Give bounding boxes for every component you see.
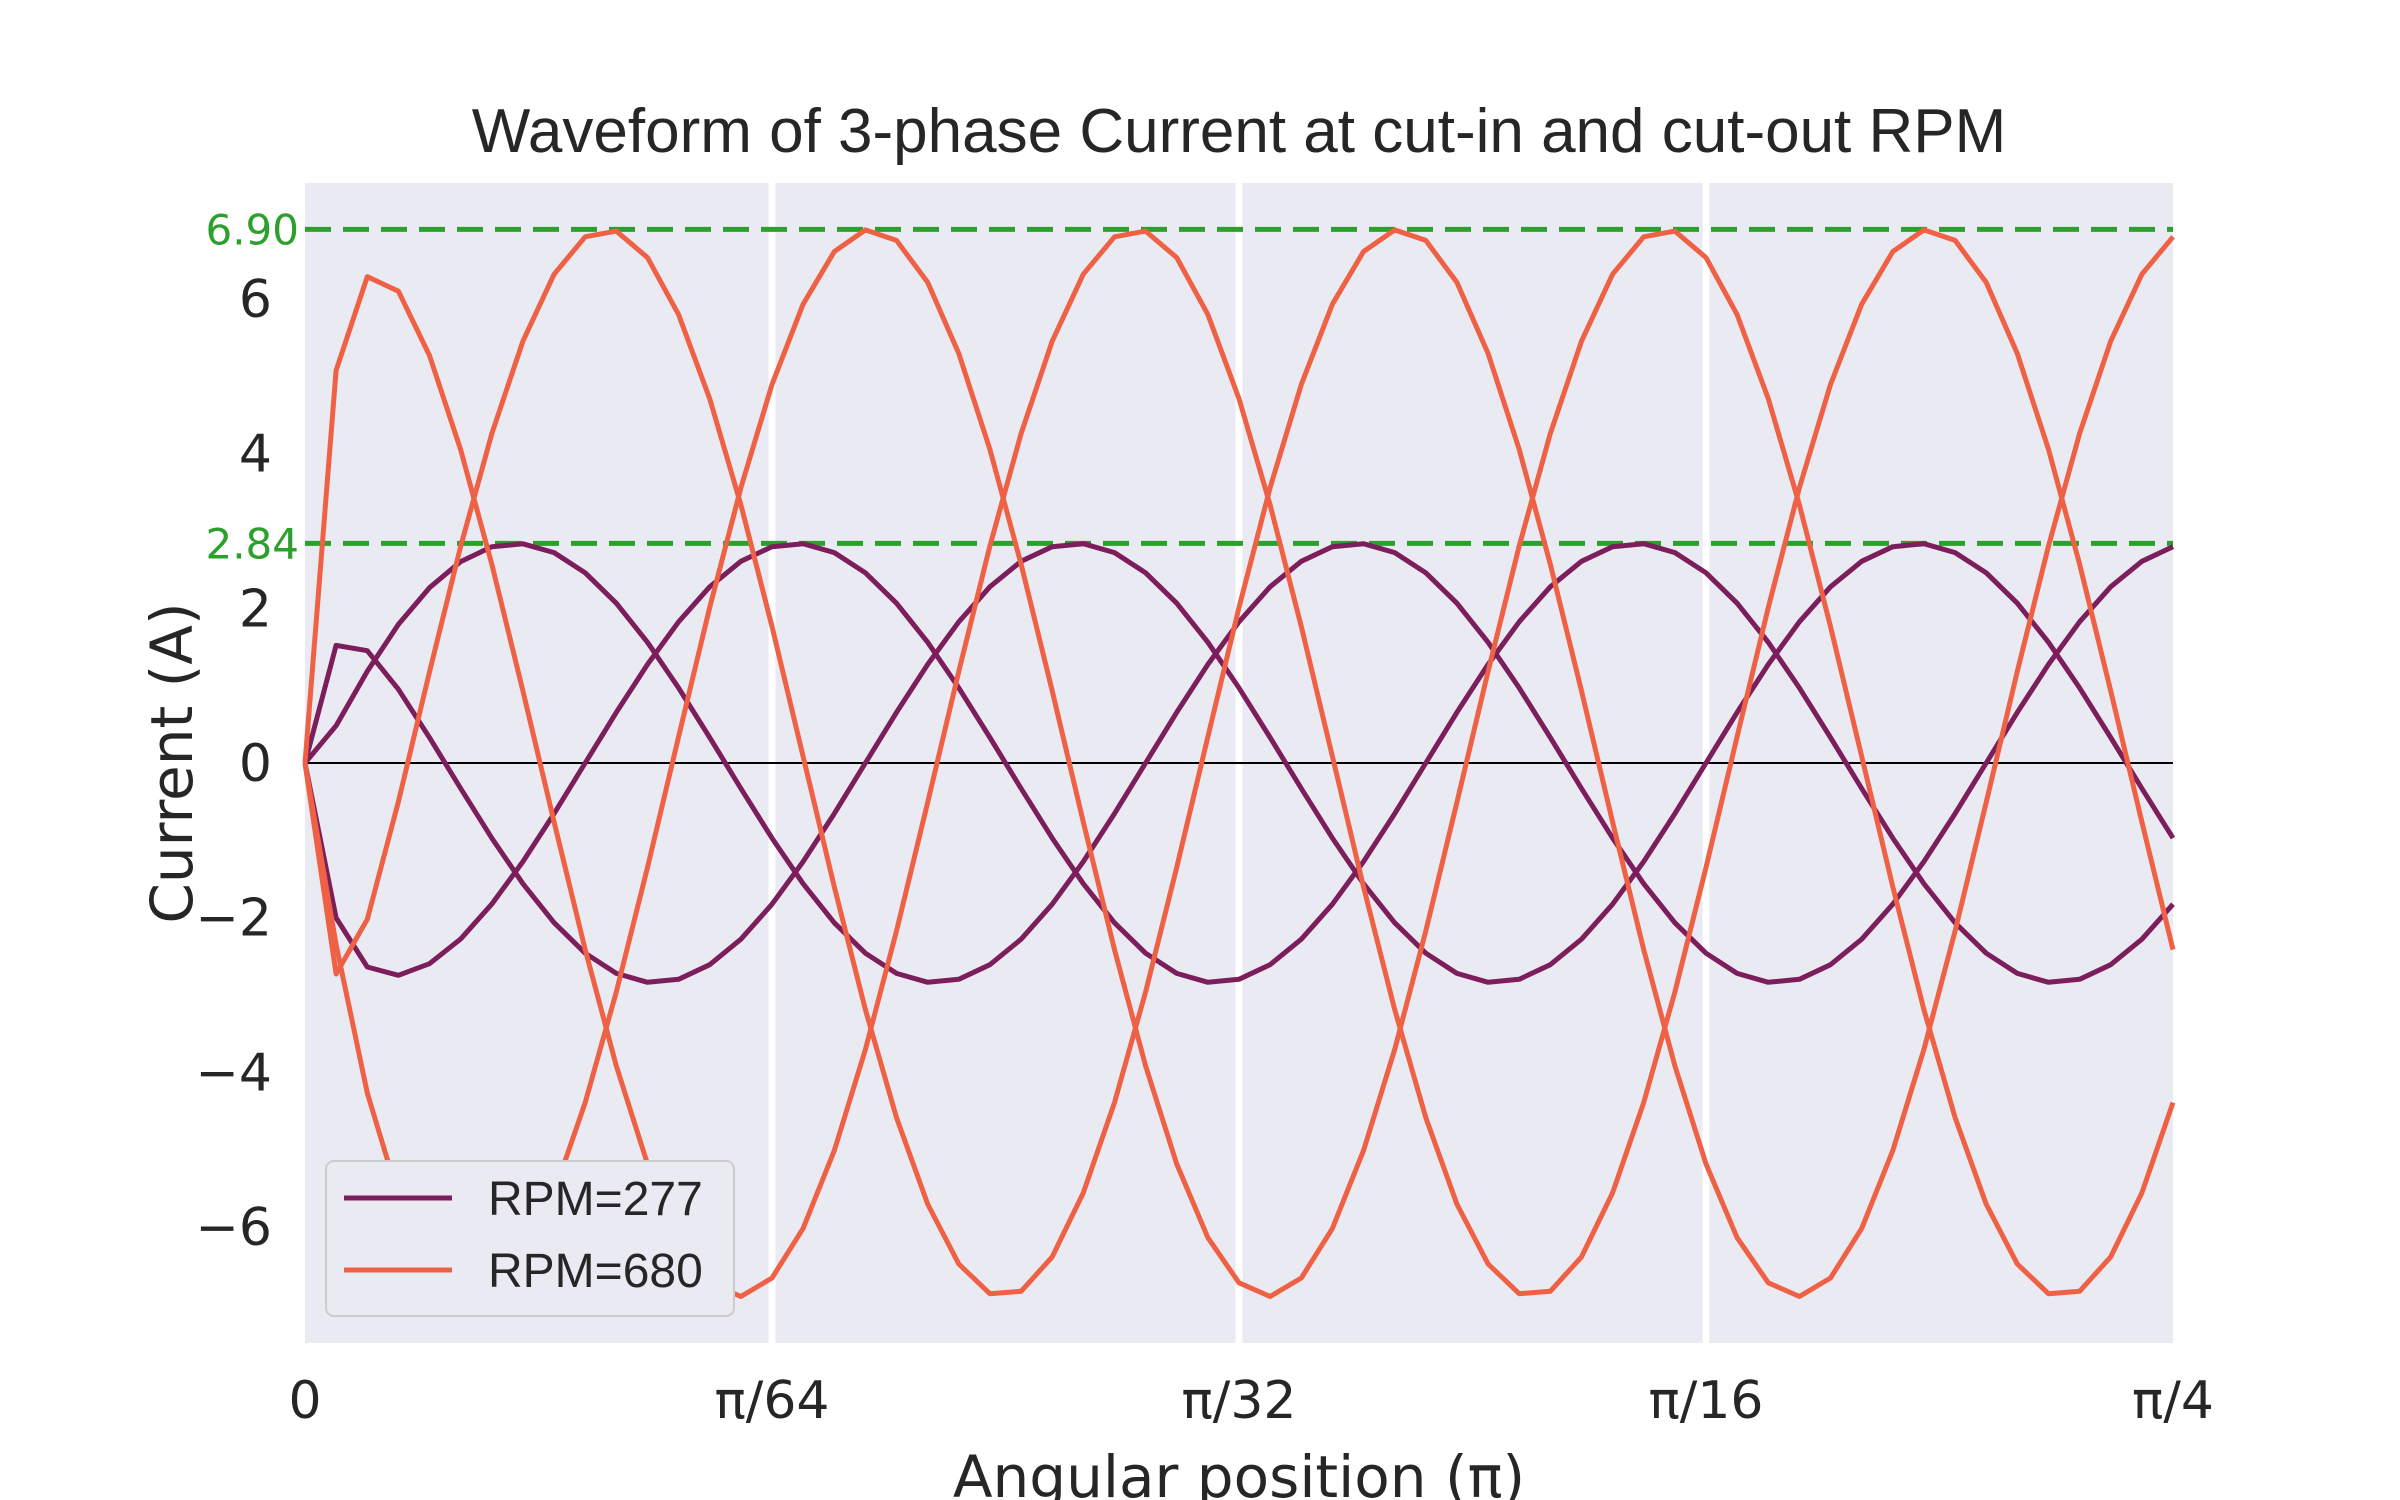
legend: RPM=277 RPM=680 — [325, 1160, 735, 1317]
reference-label-0: 6.90 — [205, 205, 299, 254]
series-line-0-phase-1 — [302, 541, 2175, 985]
x-tick-labels: 0 π/64 π/32 π/16 π/4 — [288, 1371, 2214, 1431]
legend-label-rpm-680: RPM=680 — [488, 1245, 703, 1298]
x-tick-label-0: 0 — [288, 1371, 321, 1431]
series-line-1-phase-2 — [302, 227, 2176, 1299]
y-tick-labels: −6 −4 −2 0 2 4 6 — [195, 270, 272, 1258]
y-tick-label-4: 2 — [239, 579, 272, 639]
series-line-0-phase-2 — [303, 541, 2175, 985]
x-axis-label: Angular position (π) — [953, 1443, 1525, 1500]
x-tick-label-4: π/4 — [2132, 1371, 2214, 1431]
legend-label-rpm-277: RPM=277 — [488, 1173, 703, 1226]
series-line-0-phase-3 — [302, 541, 2176, 985]
series-line-1-phase-3 — [302, 227, 2176, 1299]
y-axis-label: Current (A) — [138, 602, 206, 923]
series-lines — [302, 227, 2176, 1299]
x-tick-label-3: π/16 — [1649, 1371, 1764, 1431]
x-tick-label-2: π/32 — [1182, 1371, 1297, 1431]
reference-label-1: 2.84 — [205, 519, 299, 568]
y-tick-label-3: 0 — [239, 734, 272, 794]
y-tick-label-1: −4 — [195, 1043, 272, 1103]
y-tick-label-6: 6 — [239, 270, 272, 330]
y-tick-label-2: −2 — [195, 889, 272, 949]
y-tick-label-5: 4 — [239, 425, 272, 485]
series-line-1-phase-1 — [302, 227, 2175, 1299]
y-tick-label-0: −6 — [195, 1198, 272, 1258]
chart-title: Waveform of 3-phase Current at cut-in an… — [472, 97, 2007, 166]
x-tick-label-1: π/64 — [715, 1371, 830, 1431]
